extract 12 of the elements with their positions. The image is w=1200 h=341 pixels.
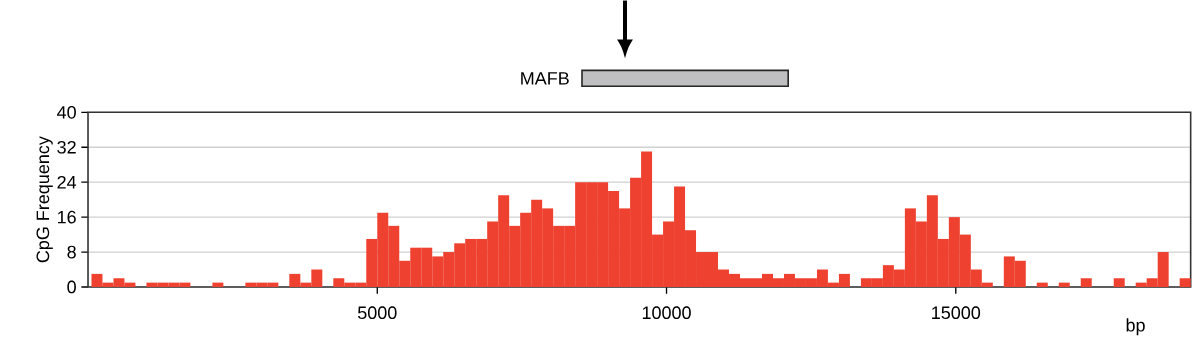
y-tick-label: 0 bbox=[67, 280, 76, 294]
y-tick-label: 40 bbox=[57, 105, 76, 119]
y-tick-label: 16 bbox=[58, 210, 76, 224]
y-axis-title: CpG Frequency bbox=[36, 136, 53, 263]
y-tick-label: 8 bbox=[67, 245, 76, 259]
x-tick-label: 15000 bbox=[932, 306, 981, 320]
y-tick-label: 32 bbox=[57, 140, 76, 154]
y-tick-label: 24 bbox=[57, 175, 77, 189]
x-axis-title: bp bbox=[1126, 318, 1145, 336]
text: MAFB bbox=[521, 72, 569, 85]
x-tick-label: 10000 bbox=[642, 306, 691, 320]
x-tick-label: 5000 bbox=[357, 306, 397, 320]
